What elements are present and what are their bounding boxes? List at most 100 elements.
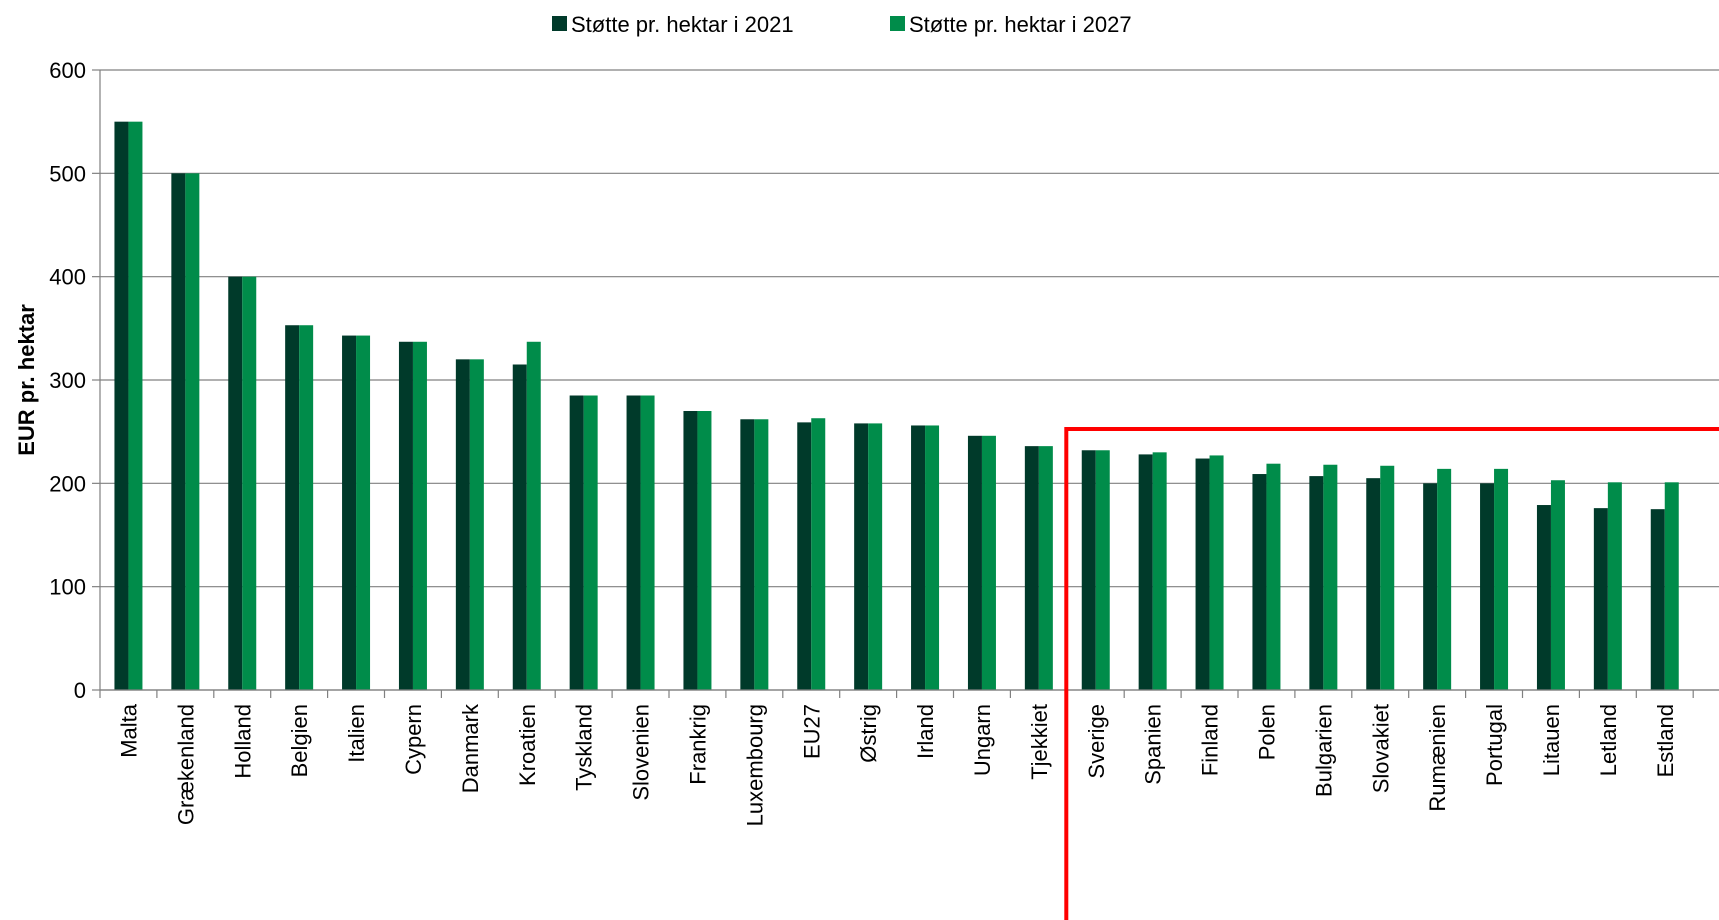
- bar-2021-3: [285, 325, 300, 690]
- x-tick-label: Rumænien: [1425, 704, 1450, 812]
- legend: Støtte pr. hektar i 2021 Støtte pr. hekta…: [552, 12, 1132, 37]
- x-tick-label: Malta: [116, 703, 141, 758]
- bar-2027-1: [185, 173, 200, 691]
- bar-2021-12: [797, 422, 812, 690]
- bar-2021-7: [512, 364, 527, 690]
- bar-2027-24: [1494, 468, 1509, 690]
- bar-2027-23: [1437, 468, 1452, 690]
- legend-swatch: [552, 16, 567, 31]
- x-tick-label: Letland: [1596, 704, 1621, 776]
- bar-2027-12: [811, 418, 826, 690]
- legend-swatch: [890, 16, 905, 31]
- x-tick-label: Tjekkiet: [1027, 704, 1052, 780]
- x-tick-label: Polen: [1254, 704, 1279, 760]
- bar-2021-14: [911, 425, 926, 690]
- bar-2021-17: [1081, 450, 1096, 690]
- bar-2021-24: [1480, 483, 1495, 690]
- bar-2021-25: [1536, 505, 1551, 690]
- bar-2027-2: [242, 276, 257, 690]
- x-tick-label: Irland: [913, 704, 938, 759]
- y-tick-label: 100: [49, 575, 86, 600]
- x-tick-label: Tyskland: [572, 704, 597, 791]
- bar-2027-8: [583, 395, 598, 690]
- bar-2021-20: [1252, 474, 1267, 690]
- x-tick-label: Litauen: [1539, 704, 1564, 776]
- bar-2027-5: [412, 341, 427, 690]
- x-tick-label: Grækenland: [173, 704, 198, 825]
- bar-2021-27: [1650, 509, 1665, 690]
- x-tick-label: Sverige: [1084, 704, 1109, 779]
- legend-label: Støtte pr. hektar i 2027: [909, 12, 1132, 37]
- x-axis: Malta Grækenland Holland Belgien Italien Cype…: [99, 689, 1719, 826]
- bar-2021-21: [1309, 476, 1324, 690]
- bar-2021-9: [626, 395, 641, 690]
- bar-2027-14: [925, 425, 940, 690]
- bar-2021-18: [1138, 454, 1153, 690]
- x-tick-label: Belgien: [287, 704, 312, 777]
- bar-2027-17: [1095, 450, 1110, 690]
- bar-2027-22: [1380, 465, 1395, 690]
- bar-2027-3: [299, 325, 314, 690]
- highlight-outline: [1064, 427, 1719, 920]
- x-tick-label: Luxembourg: [742, 704, 767, 826]
- bar-2021-15: [967, 435, 982, 690]
- legend-label: Støtte pr. hektar i 2021: [571, 12, 794, 37]
- bar-2021-4: [342, 335, 357, 690]
- x-tick-label: Kroatien: [515, 704, 540, 786]
- bar-2027-21: [1323, 464, 1338, 690]
- bars: [114, 121, 1679, 691]
- bar-2027-26: [1607, 482, 1622, 690]
- bar-2027-27: [1664, 482, 1679, 690]
- bar-2021-8: [569, 395, 584, 690]
- bar-2027-25: [1550, 480, 1565, 690]
- x-tick-label: Frankrig: [685, 704, 710, 785]
- x-tick-label: Slovakiet: [1368, 704, 1393, 793]
- bar-2027-13: [868, 423, 883, 690]
- bar-2021-16: [1024, 446, 1039, 690]
- bar-2027-6: [469, 359, 484, 690]
- x-tick-label: Østrig: [856, 704, 881, 763]
- highlight-box: [1064, 427, 1719, 920]
- y-axis: 0 100 200 300 400 500 600: [49, 58, 101, 703]
- bar-2021-0: [114, 121, 129, 690]
- bar-2021-1: [171, 173, 186, 691]
- x-tick-label: Slovenien: [629, 704, 654, 801]
- bar-2027-11: [754, 419, 769, 690]
- bar-2021-2: [228, 276, 243, 690]
- bar-2021-5: [398, 341, 413, 690]
- bar-2021-23: [1423, 483, 1438, 690]
- x-tick-label: Italien: [344, 704, 369, 763]
- x-tick-label: Portugal: [1482, 704, 1507, 786]
- y-tick-label: 200: [49, 471, 86, 496]
- y-tick-label: 300: [49, 368, 86, 393]
- bar-2027-15: [981, 435, 996, 690]
- bar-2021-11: [740, 419, 755, 690]
- y-tick-label: 500: [49, 161, 86, 186]
- bar-2027-4: [356, 335, 371, 690]
- x-tick-label: Estland: [1653, 704, 1678, 777]
- bar-2021-13: [854, 423, 869, 690]
- x-tick-label: Finland: [1198, 704, 1223, 776]
- x-tick-label: Cypern: [401, 704, 426, 775]
- x-tick-label: Spanien: [1141, 704, 1166, 785]
- x-tick-label: Bulgarien: [1311, 704, 1336, 797]
- bar-2027-10: [697, 411, 712, 690]
- y-tick-label: 600: [49, 58, 86, 83]
- x-tick-label: Ungarn: [970, 704, 995, 776]
- y-tick-label: 0: [74, 678, 86, 703]
- y-axis-label: EUR pr. hektar: [14, 304, 39, 456]
- x-tick-label: EU27: [799, 704, 824, 759]
- x-tick-label: Holland: [230, 704, 255, 779]
- bar-2021-22: [1366, 478, 1381, 690]
- bar-2027-19: [1209, 455, 1224, 690]
- bar-2027-9: [640, 395, 655, 690]
- bar-2021-19: [1195, 458, 1210, 690]
- bar-2021-10: [683, 411, 698, 690]
- bar-2027-16: [1038, 446, 1053, 690]
- bar-2021-26: [1593, 508, 1608, 690]
- bar-2027-0: [128, 121, 143, 690]
- bar-2021-6: [455, 359, 470, 690]
- bar-2027-20: [1266, 463, 1281, 690]
- y-tick-label: 400: [49, 265, 86, 290]
